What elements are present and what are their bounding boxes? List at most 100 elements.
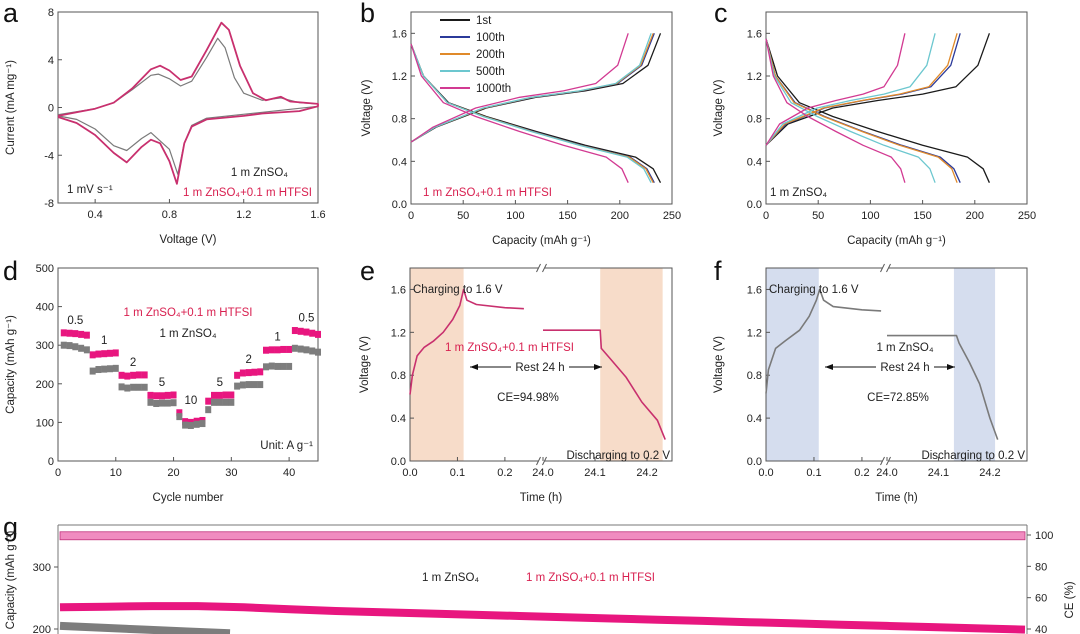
- d-data-point: [66, 329, 73, 337]
- d-xtick-label: 10: [110, 467, 122, 479]
- a-ytick-label: 0: [48, 103, 54, 115]
- d-data-point: [211, 398, 217, 406]
- f-xtick-label: 0.0: [758, 467, 773, 479]
- b-xlabel: Capacity (mAh g⁻¹): [492, 235, 591, 247]
- d-data-point: [170, 399, 177, 407]
- d-data-point: [130, 383, 137, 391]
- d-data-point: [89, 351, 96, 359]
- d-data-point: [124, 384, 131, 392]
- c-xlabel: Capacity (mAh g⁻¹): [847, 235, 946, 247]
- d-data-point: [83, 331, 90, 339]
- e-rest-label: Rest 24 h: [515, 362, 564, 374]
- e-charging-label: Charging to 1.6 V: [413, 284, 503, 296]
- d-data-point: [251, 368, 258, 376]
- d-data-point: [257, 368, 264, 376]
- d-data-point: [205, 397, 212, 405]
- d-data-point: [147, 398, 154, 406]
- b-charge-curve: [410, 33, 629, 143]
- b-xtick-label: 100: [506, 210, 524, 222]
- e-axis-break-mark: [542, 263, 547, 273]
- e-arrow-head-left: [470, 364, 478, 370]
- f-axis-break-gap: [882, 459, 889, 463]
- d-data-point: [239, 381, 246, 389]
- g-ylabel: Capacity (mAh g⁻¹): [5, 530, 17, 629]
- a-znso4-label: 1 m ZnSO₄: [231, 167, 288, 179]
- e-xtick-label: 24.1: [584, 467, 605, 479]
- f-ylabel: Voltage (V): [713, 336, 725, 393]
- d-xtick-label: 20: [167, 467, 179, 479]
- d-data-point: [118, 371, 125, 379]
- d-data-point: [72, 330, 79, 338]
- d-data-point: [216, 391, 223, 399]
- f-xlabel: Time (h): [875, 492, 918, 504]
- d-data-point: [228, 391, 235, 399]
- e-ytick-label: 0.0: [391, 456, 406, 468]
- c-ytick-label: 0.4: [747, 156, 762, 168]
- e-axis-break-mark: [542, 456, 547, 466]
- d-rate-label: 5: [217, 377, 223, 389]
- a-ytick-label: 4: [48, 55, 54, 67]
- g-y2tick-label: 40: [1035, 624, 1047, 634]
- d-data-point: [309, 347, 316, 355]
- c-discharge-curve: [765, 38, 990, 183]
- e-ytick-label: 1.6: [391, 284, 406, 296]
- c-ytick-label: 1.6: [747, 28, 762, 40]
- f-ytick-label: 1.2: [747, 327, 762, 339]
- d-data-point: [234, 382, 241, 390]
- a-xtick-label: 1.6: [310, 209, 325, 221]
- d-data-point: [268, 362, 275, 370]
- d-data-point: [315, 348, 321, 356]
- g-ytick-label: 200: [33, 624, 51, 634]
- f-arrow-head-right: [947, 364, 955, 370]
- a-ytick-label: -4: [44, 150, 54, 162]
- f-charge-shade: [766, 268, 819, 461]
- d-xtick-label: 40: [283, 467, 295, 479]
- d-data-point: [245, 369, 252, 377]
- c-xtick-label: 100: [861, 210, 879, 222]
- c-xtick-label: 50: [812, 210, 824, 222]
- d-data-point: [257, 381, 264, 389]
- b-discharge-curve: [410, 43, 652, 184]
- b-legend-label: 100th: [476, 32, 505, 44]
- f-ytick-label: 0.0: [747, 456, 762, 468]
- f-ytick-label: 1.6: [747, 284, 762, 296]
- d-data-point: [187, 421, 194, 429]
- d-data-point: [263, 346, 269, 354]
- e-axis-break-mark: [536, 263, 541, 273]
- d-data-point: [315, 330, 321, 338]
- d-data-point: [222, 391, 229, 399]
- panel-letter-d: d: [3, 256, 18, 286]
- b-ytick-label: 1.2: [392, 71, 407, 83]
- d-data-point: [291, 327, 298, 335]
- d-ytick-label: 300: [36, 340, 54, 352]
- d-data-point: [124, 372, 131, 380]
- d-ytick-label: 100: [36, 417, 54, 429]
- a-xlabel: Voltage (V): [160, 234, 217, 246]
- d-data-point: [251, 381, 258, 389]
- e-xtick-label: 0.1: [450, 467, 465, 479]
- a-series-line: [57, 37, 319, 175]
- d-ytick-label: 200: [36, 379, 54, 391]
- e-discharge-curve: [543, 329, 666, 440]
- d-rate-label: 2: [130, 357, 136, 369]
- panel-letter-g: g: [3, 512, 18, 542]
- d-data-point: [303, 328, 310, 336]
- d-data-point: [101, 350, 108, 358]
- b-xtick-label: 250: [663, 210, 681, 222]
- d-xtick-label: 30: [225, 467, 237, 479]
- d-data-point: [159, 399, 165, 407]
- b-ytick-label: 0.8: [392, 114, 407, 126]
- e-axis-break-gap: [538, 459, 545, 463]
- d-data-point: [205, 406, 212, 414]
- c-xtick-label: 200: [966, 210, 984, 222]
- f-xtick-label: 0.1: [806, 467, 821, 479]
- e-xtick-label: 0.0: [402, 467, 417, 479]
- d-data-point: [274, 362, 281, 370]
- d-ylabel: Capacity (mAh g⁻¹): [5, 315, 17, 414]
- b-legend-label: 500th: [476, 66, 505, 78]
- d-data-point: [297, 345, 304, 353]
- d-data-point: [83, 346, 90, 354]
- d-data-point: [286, 362, 293, 370]
- b-xtick-label: 50: [457, 210, 469, 222]
- e-charge-rest-curve: [409, 288, 524, 395]
